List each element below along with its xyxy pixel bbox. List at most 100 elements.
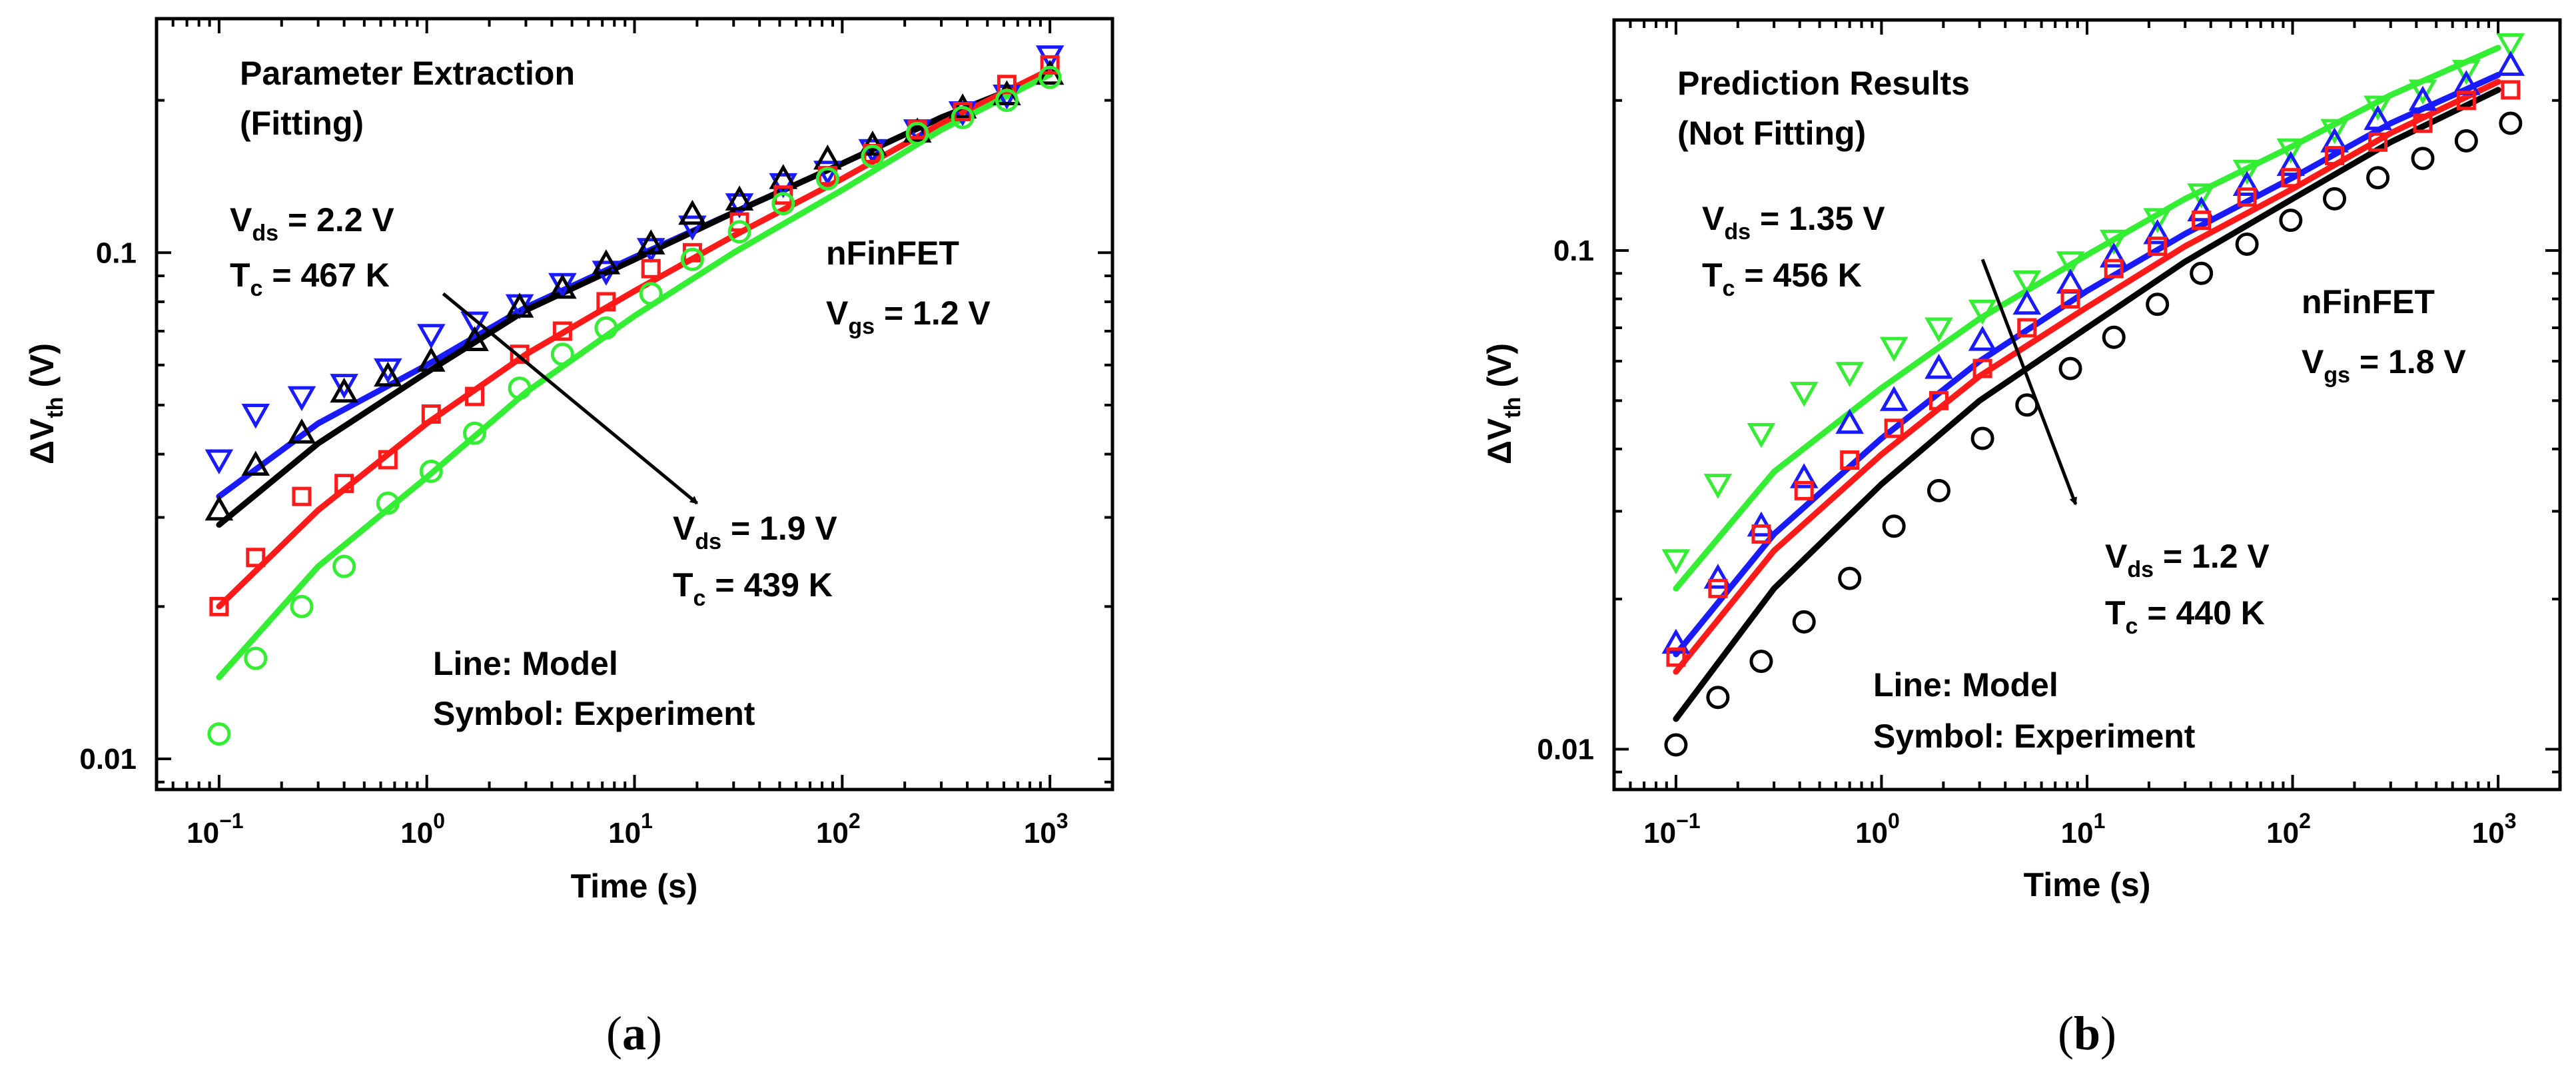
data-point-red [421, 404, 441, 424]
model-line-blue [1673, 72, 2501, 658]
data-point-blue [2232, 171, 2262, 197]
data-point-red [292, 486, 312, 506]
data-point-green [1703, 474, 1733, 499]
data-point-red [2017, 318, 2037, 338]
x-tick-labels: 10−1 100 101 102 103 [1643, 809, 2516, 849]
data-point-red [1040, 55, 1060, 75]
data-point-black [948, 93, 977, 119]
data-point-green [2276, 138, 2306, 164]
data-point-green [2363, 95, 2392, 121]
y-axis-label: ΔVth (V) [23, 343, 68, 464]
annotation-start-vds: Vds = 2.2 V [230, 201, 394, 246]
data-point-blue [2187, 196, 2216, 222]
data-point-black [241, 450, 270, 476]
data-point-red [2237, 187, 2257, 207]
trend-arrow [1980, 259, 2078, 506]
data-point-blue [1789, 463, 1819, 488]
data-point-blue [1703, 564, 1733, 589]
data-point-black [2235, 232, 2259, 256]
x-tick-labels: 10−1 100 101 102 103 [187, 809, 1068, 849]
data-point-green [419, 459, 443, 483]
data-point-blue [1661, 628, 1691, 654]
x-axis-label: Time (s) [571, 867, 698, 905]
annotation-start-tc: Tc = 467 K [230, 257, 390, 301]
data-point-red [334, 474, 354, 494]
axis-ticks [1613, 20, 2561, 790]
data-point-red [773, 185, 793, 205]
data-point-black [374, 361, 402, 387]
model-line-green [216, 71, 1053, 680]
axis-ticks [155, 19, 1114, 790]
data-point-red [510, 344, 530, 364]
data-point-red [378, 450, 398, 470]
y-tick-label: 0.01 [79, 743, 137, 776]
data-point-black [1970, 426, 1994, 450]
data-point-red [2281, 168, 2301, 188]
data-point-blue [374, 358, 402, 384]
data-point-red [1840, 450, 1860, 470]
annotation-end-tc: Tc = 440 K [2105, 594, 2265, 639]
chart-title-line-2: (Not Fitting) [1677, 115, 1866, 152]
data-point-black [460, 326, 489, 351]
data-point-blue [205, 449, 234, 475]
model-lines [1673, 45, 2501, 722]
data-point-green [244, 646, 268, 670]
data-point-blue [2099, 242, 2128, 268]
x-tick-label: 101 [608, 809, 653, 849]
data-point-red [465, 386, 485, 406]
data-point-black [2323, 187, 2347, 211]
data-point-red [997, 75, 1017, 95]
data-point-red [552, 321, 572, 341]
data-point-blue [2056, 269, 2085, 294]
data-point-black [1664, 733, 1688, 757]
data-point-green [2143, 208, 2172, 233]
data-point-blue [636, 238, 665, 263]
data-point-blue [2012, 289, 2042, 315]
legend-line-model: Line: Model [433, 645, 618, 682]
data-point-blue [2320, 127, 2349, 153]
x-tick-label: 10−1 [187, 809, 243, 849]
data-point-green [1968, 299, 1997, 325]
panel-label: (b) [2058, 1007, 2116, 1060]
data-point-red [729, 212, 749, 232]
data-point-black [2279, 209, 2303, 233]
data-point-red [1751, 524, 1771, 544]
data-point-red [2104, 259, 2124, 278]
legend-line-model: Line: Model [1873, 666, 2058, 704]
data-point-blue [769, 173, 798, 199]
x-tick-label: 10−1 [1643, 809, 1700, 849]
data-point-black [1838, 566, 1862, 590]
data-point-black [725, 185, 754, 211]
data-point-red [2413, 113, 2433, 133]
data-point-green [550, 342, 574, 366]
x-tick-label: 103 [2472, 809, 2517, 849]
y-tick-labels: 0.01 0.1 [79, 237, 137, 776]
annotation-start-vds: Vds = 1.35 V [1702, 200, 1885, 245]
data-point-green [815, 167, 839, 191]
bias-label: Vgs = 1.2 V [826, 294, 991, 339]
x-tick-label: 102 [2266, 809, 2311, 849]
model-line-red [1673, 79, 2501, 675]
x-tick-label: 101 [2061, 809, 2106, 849]
data-point-green [594, 316, 618, 340]
data-point-red [209, 596, 229, 616]
data-point-green [1835, 362, 1864, 387]
data-point-red [2192, 211, 2212, 231]
bias-label: Vgs = 1.8 V [2302, 343, 2466, 388]
data-point-blue [330, 374, 358, 399]
data-point-black [2454, 129, 2478, 153]
data-point-blue [1879, 386, 1909, 411]
data-point-black [505, 292, 534, 318]
data-point-green [2320, 119, 2349, 145]
data-point-red [1666, 647, 1686, 667]
data-point-blue [1925, 354, 1953, 379]
data-point-blue [2496, 51, 2525, 76]
x-tick-label: 100 [400, 809, 445, 849]
data-point-green [2232, 159, 2262, 185]
data-point-green [861, 145, 885, 169]
annotation-start-tc: Tc = 456 K [1702, 257, 1862, 301]
data-point-black [1792, 610, 1816, 634]
data-point-blue [1835, 408, 1864, 434]
data-point-black [592, 249, 621, 274]
